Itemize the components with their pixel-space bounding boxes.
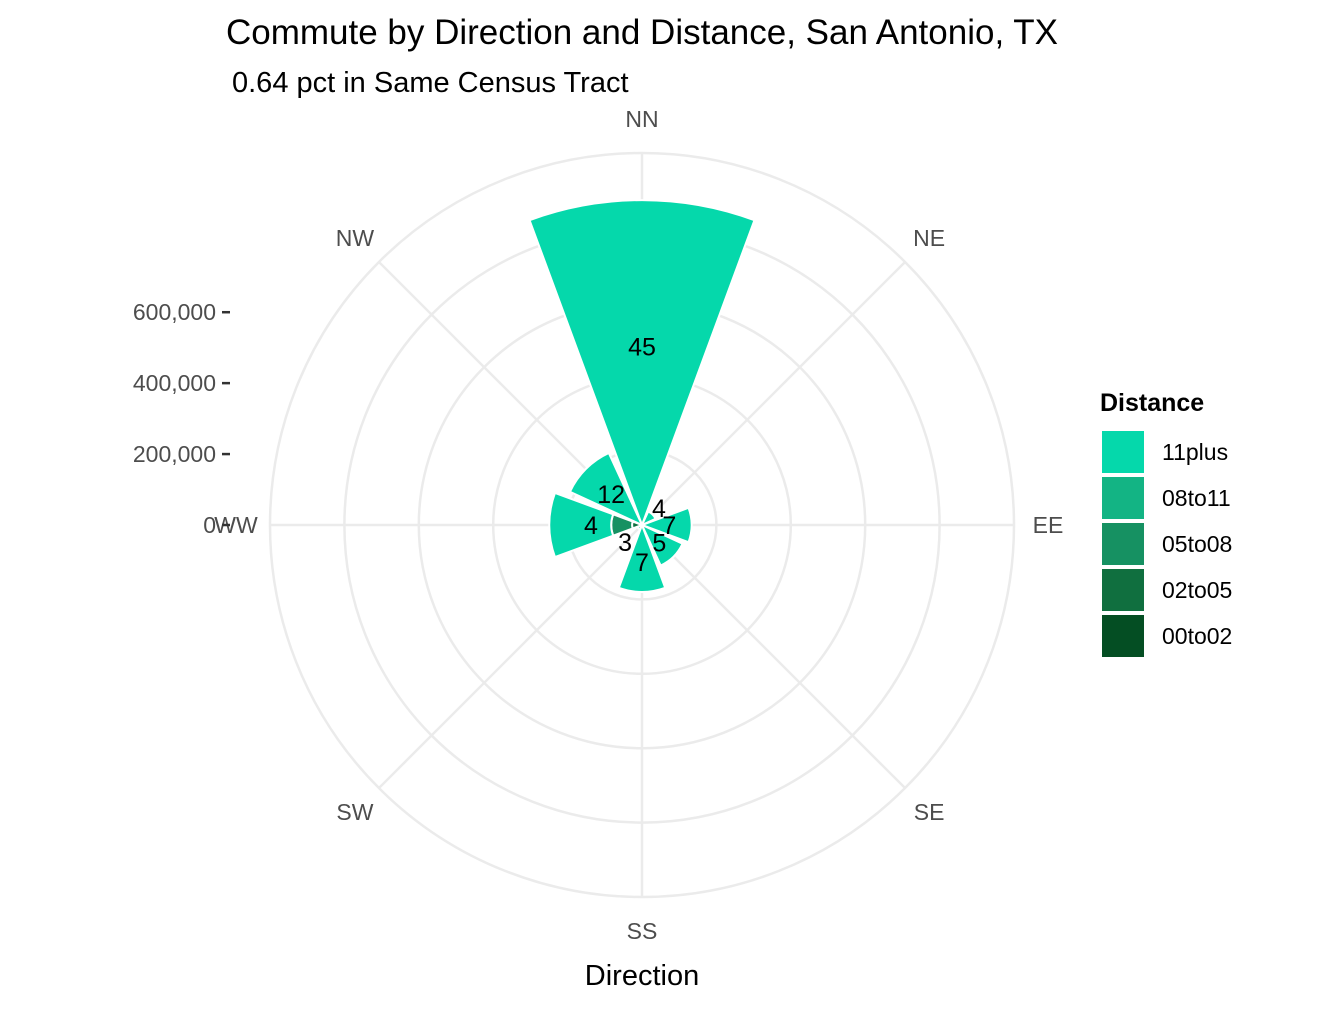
legend-swatch-05to08 [1102,523,1144,565]
bar-label-sw: 3 [618,529,632,557]
y-tick-label-0: 0 [203,512,216,538]
legend-label-11plus: 11plus [1162,439,1228,465]
legend-swatch-00to02 [1102,615,1144,657]
x-axis-label: Direction [585,960,699,992]
direction-label-ee: EE [1033,512,1064,538]
y-tick-label-1: 200,000 [133,441,216,467]
direction-label-nw: NW [336,225,375,251]
grid-spoke-se [641,524,906,789]
direction-label-ss: SS [627,918,658,944]
chart-subtitle: 0.64 pct in Same Census Tract [232,67,629,99]
bar-label-ss: 7 [635,549,649,577]
bar-ww-11plus [548,491,615,559]
bar-label-ee: 7 [662,512,676,540]
bar-ee-11plus [639,506,693,544]
legend-swatch-02to05 [1102,569,1144,611]
bar-nw-11plus [568,451,645,528]
direction-label-sw: SW [336,799,373,825]
direction-labels: NN NE EE SE SS SW WW NW [214,106,1063,944]
grid-spoke-sw [378,524,643,789]
grid-spoke-ne [641,261,906,526]
bar-label-ww: 4 [584,512,598,540]
legend-label-00to02: 00to02 [1162,623,1232,649]
direction-label-ne: NE [913,225,945,251]
y-tick-label-3: 600,000 [133,299,216,325]
legend-title: Distance [1100,389,1204,417]
bar-se-11plus [639,522,684,567]
legend-label-08to11: 08to11 [1162,485,1231,511]
legend-swatch-08to11 [1102,477,1144,519]
y-tick-label-2: 400,000 [133,370,216,396]
y-axis: 0 200,000 400,000 600,000 [133,299,230,538]
legend-label-02to05: 02to05 [1162,577,1232,603]
bars [528,199,756,593]
legend: Distance 11plus 08to11 05to08 02to05 00to02 [1100,389,1232,657]
direction-label-se: SE [914,799,945,825]
bar-label-nw: 12 [597,481,625,509]
bar-nn-11plus [528,199,756,528]
bar-ne-11plus [639,510,657,528]
legend-swatch-11plus [1102,431,1144,473]
direction-label-nn: NN [625,106,658,132]
bar-label-nn: 45 [628,333,656,361]
legend-label-05to08: 05to08 [1162,531,1232,557]
bar-label-se: 5 [652,529,666,557]
chart-title: Commute by Direction and Distance, San A… [226,13,1058,52]
direction-label-ww: WW [214,512,258,538]
bar-ss-11plus [617,522,667,593]
bar-label-ne: 4 [652,495,666,523]
